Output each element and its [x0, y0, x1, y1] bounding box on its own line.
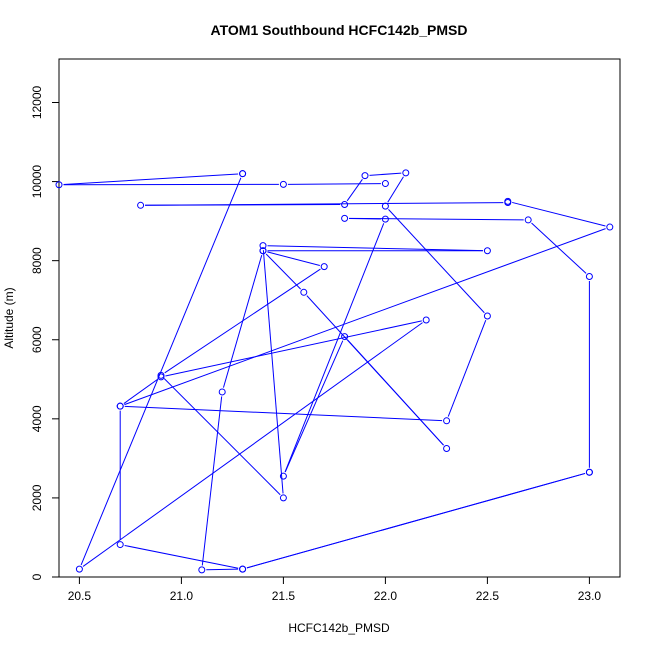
series-segment — [123, 379, 158, 404]
series-segment — [124, 228, 606, 406]
y-tick-label: 2000 — [30, 484, 44, 511]
data-point — [361, 172, 369, 180]
x-tick-label: 23.0 — [578, 589, 602, 603]
series-segment — [349, 217, 524, 221]
data-point — [279, 180, 287, 188]
data-point — [524, 216, 532, 224]
data-point — [279, 472, 287, 480]
data-point — [259, 242, 267, 250]
data-point — [483, 312, 491, 320]
x-tick-label: 21.0 — [170, 589, 194, 603]
y-axis: 0 2000 4000 6000 8000 10000 12000 — [30, 85, 60, 580]
series-segment — [163, 378, 281, 496]
y-tick-label: 0 — [30, 573, 44, 580]
x-tick-label: 20.5 — [68, 589, 92, 603]
data-point — [300, 288, 308, 296]
chart-title: ATOM1 Southbound HCFC142b_PMSD — [211, 22, 468, 38]
series-segment — [206, 568, 239, 571]
series-segment — [124, 405, 443, 422]
data-point — [157, 373, 165, 381]
series-layer — [55, 169, 614, 574]
data-point — [341, 333, 349, 341]
data-point — [381, 202, 389, 210]
data-series — [55, 169, 614, 574]
y-tick-label: 8000 — [30, 247, 44, 274]
series-segment — [124, 544, 239, 569]
data-point — [137, 201, 145, 209]
series-segment — [82, 322, 423, 567]
data-point — [402, 169, 410, 177]
data-point — [55, 181, 63, 189]
data-point — [116, 541, 124, 549]
data-point — [259, 247, 267, 255]
series-segment — [447, 320, 487, 417]
data-point — [483, 247, 491, 255]
series-segment — [284, 340, 344, 473]
series-segment — [284, 223, 385, 473]
series-segment — [287, 183, 381, 185]
data-point — [239, 565, 247, 573]
series-segment — [262, 250, 284, 494]
data-point — [443, 417, 451, 425]
series-segment — [388, 209, 485, 314]
x-tick-label: 22.0 — [374, 589, 398, 603]
y-tick-label: 4000 — [30, 405, 44, 432]
series-segment — [346, 179, 363, 202]
series-segment — [512, 201, 606, 227]
series-segment — [80, 177, 242, 566]
series-segment — [246, 472, 586, 569]
plot-frame — [58, 58, 621, 578]
series-segment — [267, 245, 483, 252]
data-point — [504, 197, 512, 205]
data-point — [279, 494, 287, 502]
x-tick-label: 21.5 — [272, 589, 296, 603]
series-segment — [387, 176, 404, 203]
x-axis: 20.5 21.0 21.5 22.0 22.5 23.0 — [68, 576, 602, 603]
data-point — [198, 566, 206, 574]
series-segment — [145, 202, 504, 206]
data-point — [381, 180, 389, 188]
series-segment — [201, 396, 223, 566]
x-tick-label: 22.5 — [476, 589, 500, 603]
data-point — [218, 388, 226, 396]
data-point — [585, 272, 593, 280]
data-point — [116, 402, 124, 410]
x-axis-label: HCFC142b_PMSD — [288, 621, 390, 635]
data-point — [75, 565, 83, 573]
y-tick-label: 6000 — [30, 326, 44, 353]
data-point — [381, 215, 389, 223]
series-segment — [347, 339, 444, 446]
data-point — [341, 214, 349, 222]
series-segment — [63, 173, 239, 185]
data-point — [606, 223, 614, 231]
data-point — [422, 316, 430, 324]
y-axis-label: Altitude (m) — [2, 287, 16, 348]
series-segment — [265, 253, 302, 290]
series-segment — [165, 320, 422, 377]
data-point — [443, 444, 451, 452]
data-point — [341, 201, 349, 209]
y-tick-label: 12000 — [30, 85, 44, 119]
series-segment — [164, 268, 321, 374]
series-segment — [531, 222, 587, 274]
y-tick-label: 10000 — [30, 165, 44, 199]
data-point — [320, 263, 328, 271]
series-segment — [369, 172, 402, 176]
data-point — [585, 468, 593, 476]
series-segment — [267, 251, 320, 266]
data-point — [239, 170, 247, 178]
